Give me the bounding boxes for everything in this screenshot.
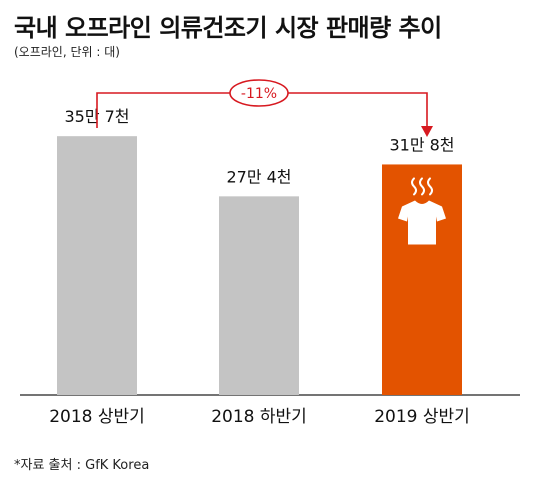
source-note: *자료 출처 : GfK Korea	[14, 458, 150, 473]
change-annotation: -11%	[96, 79, 433, 137]
change-arrow-head	[421, 126, 433, 137]
bar-1	[57, 136, 137, 396]
bar-3	[382, 164, 462, 395]
bar-2	[219, 196, 299, 395]
change-badge	[229, 79, 289, 107]
change-label: -11%	[241, 86, 277, 102]
chart-title: 국내 오프라인 의류건조기 시장 판매량 추이	[14, 14, 442, 42]
data-label-2: 27만 4천	[226, 167, 291, 186]
x-tick-label-2: 2018 하반기	[211, 407, 307, 427]
x-tick-label-1: 2018 상반기	[49, 407, 145, 427]
chart-subtitle: (오프라인, 단위 : 대)	[14, 45, 120, 59]
data-label-3: 31만 8천	[389, 135, 454, 154]
x-tick-label-3: 2019 상반기	[374, 407, 470, 427]
shirt-with-steam-icon	[398, 177, 446, 245]
